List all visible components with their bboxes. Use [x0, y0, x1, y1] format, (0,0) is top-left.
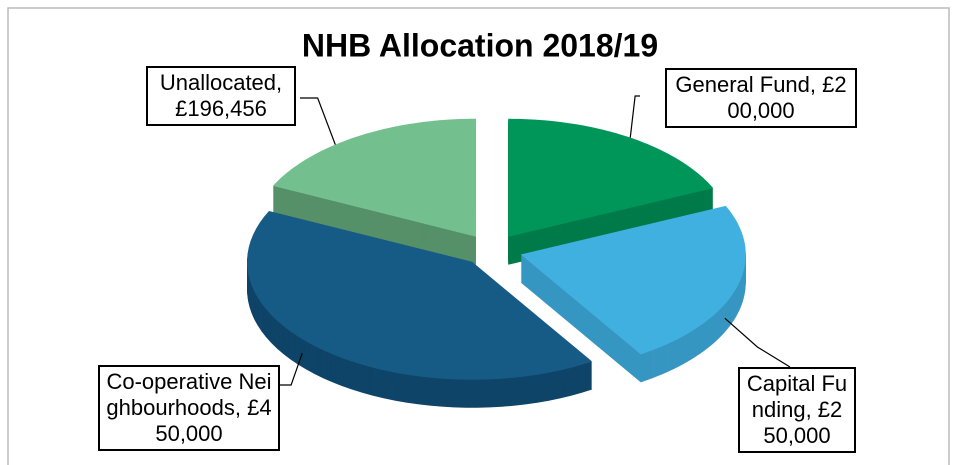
data-label: Unallocated£196,456 [146, 66, 296, 126]
leader-line [300, 97, 336, 145]
data-label: General Fund£200,000 [665, 68, 857, 128]
category-label: General Fund [675, 72, 822, 97]
slice [520, 205, 746, 355]
leader-line [280, 352, 303, 386]
leader-line [629, 95, 640, 138]
leader-line [724, 317, 791, 368]
slice [272, 118, 476, 237]
value-label: £450,000 [155, 395, 272, 446]
category-label: Unallocated [160, 70, 282, 95]
chart-title: NHB Allocation 2018/19 [302, 27, 658, 63]
slice [508, 118, 714, 237]
data-label: Co-operative Neighbourhoods£450,000 [98, 365, 280, 451]
category-label: Co-operative Neighbourhoods [106, 369, 271, 420]
value-label: £200,000 [727, 72, 847, 123]
value-label: £196,456 [175, 96, 267, 121]
frame [7, 7, 950, 465]
data-label: Capital Funding£250,000 [738, 367, 856, 453]
slice [247, 210, 593, 380]
value-label: £250,000 [763, 397, 843, 448]
